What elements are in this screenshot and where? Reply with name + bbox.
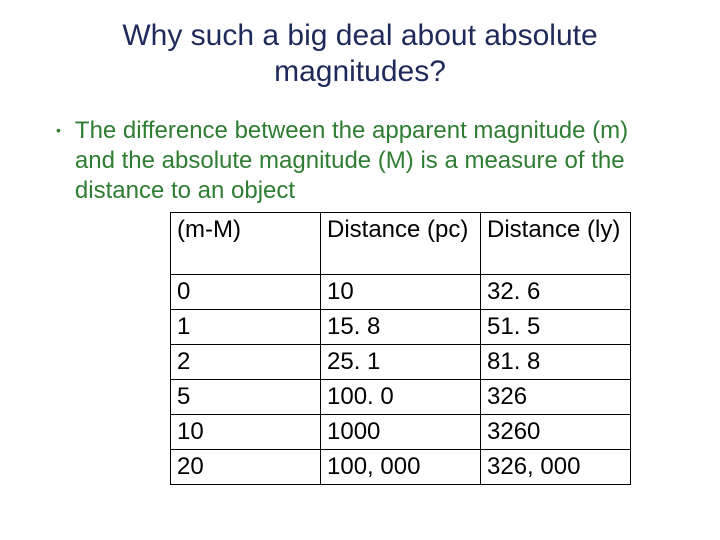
table-row: 2 25. 1 81. 8	[171, 345, 631, 380]
cell: 0	[171, 275, 321, 310]
col-header-distance-pc: Distance (pc)	[321, 213, 481, 275]
bullet-item: • The difference between the apparent ma…	[40, 116, 680, 206]
table-row: 0 10 32. 6	[171, 275, 631, 310]
bullet-dot-icon: •	[56, 116, 61, 144]
table-header-row: (m-M) Distance (pc) Distance (ly)	[171, 213, 631, 275]
cell: 100. 0	[321, 380, 481, 415]
cell: 25. 1	[321, 345, 481, 380]
cell: 20	[171, 450, 321, 485]
cell: 2	[171, 345, 321, 380]
cell: 10	[171, 415, 321, 450]
cell: 5	[171, 380, 321, 415]
cell: 51. 5	[481, 310, 631, 345]
table-row: 1 15. 8 51. 5	[171, 310, 631, 345]
table-row: 10 1000 3260	[171, 415, 631, 450]
cell: 81. 8	[481, 345, 631, 380]
cell: 3260	[481, 415, 631, 450]
cell: 100, 000	[321, 450, 481, 485]
col-header-m-minus-M: (m-M)	[171, 213, 321, 275]
col-header-distance-ly: Distance (ly)	[481, 213, 631, 275]
table-row: 20 100, 000 326, 000	[171, 450, 631, 485]
table-row: 5 100. 0 326	[171, 380, 631, 415]
cell: 326, 000	[481, 450, 631, 485]
bullet-text: The difference between the apparent magn…	[75, 116, 635, 206]
slide-title: Why such a big deal about absolute magni…	[80, 18, 640, 90]
distance-modulus-table: (m-M) Distance (pc) Distance (ly) 0 10 3…	[170, 212, 680, 485]
cell: 1	[171, 310, 321, 345]
cell: 1000	[321, 415, 481, 450]
cell: 32. 6	[481, 275, 631, 310]
cell: 326	[481, 380, 631, 415]
table: (m-M) Distance (pc) Distance (ly) 0 10 3…	[170, 212, 631, 485]
slide: Why such a big deal about absolute magni…	[0, 0, 720, 540]
cell: 10	[321, 275, 481, 310]
cell: 15. 8	[321, 310, 481, 345]
